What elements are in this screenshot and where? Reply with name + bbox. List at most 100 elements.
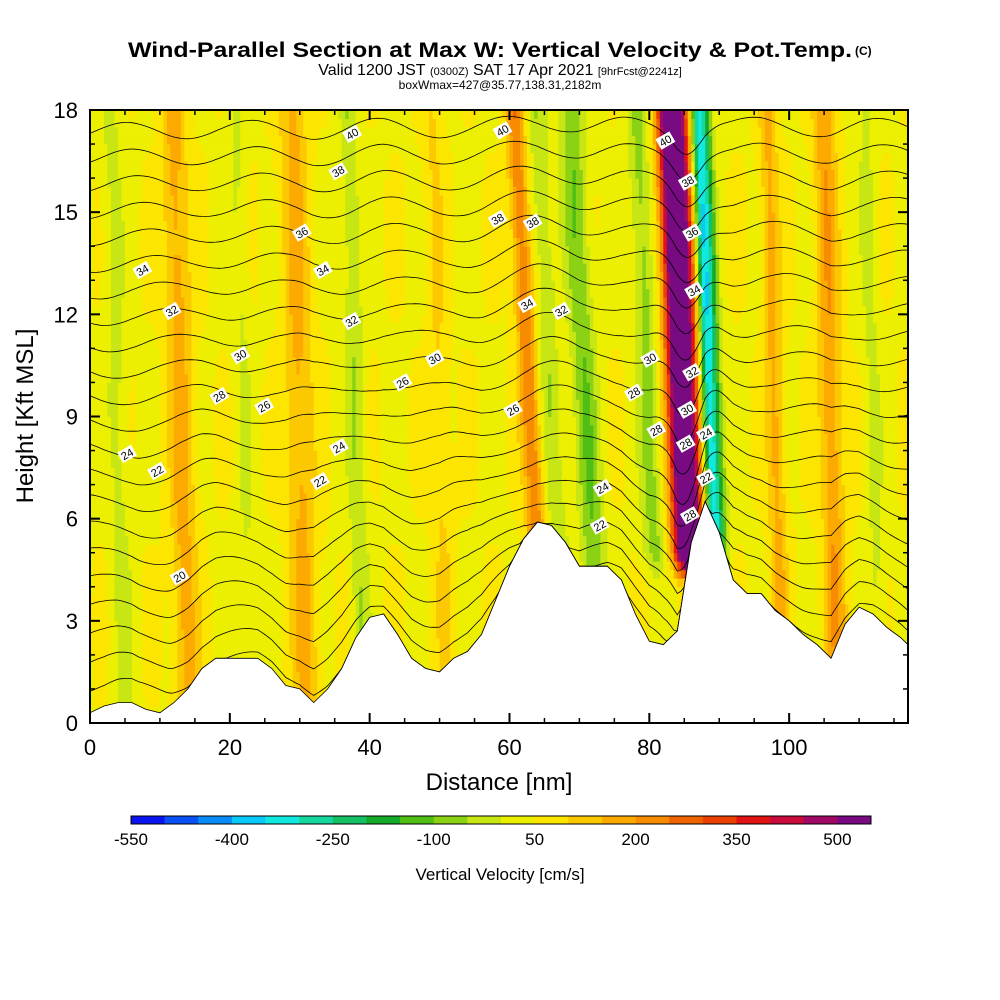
velocity-cell bbox=[233, 612, 238, 622]
velocity-cell bbox=[96, 510, 101, 520]
velocity-cell bbox=[121, 552, 126, 562]
velocity-cell bbox=[191, 467, 196, 477]
velocity-cell bbox=[296, 510, 301, 520]
velocity-cell bbox=[310, 407, 315, 417]
velocity-cell bbox=[103, 339, 108, 349]
velocity-cell bbox=[327, 373, 332, 383]
velocity-cell bbox=[110, 161, 115, 170]
velocity-cell bbox=[233, 331, 238, 341]
velocity-cell bbox=[163, 365, 168, 375]
velocity-cell bbox=[124, 110, 129, 119]
velocity-cell bbox=[250, 271, 255, 281]
velocity-cell bbox=[289, 314, 294, 324]
velocity-cell bbox=[149, 135, 154, 145]
velocity-cell bbox=[215, 280, 220, 290]
velocity-cell bbox=[264, 552, 269, 562]
velocity-cell bbox=[142, 518, 147, 528]
velocity-cell bbox=[208, 484, 213, 494]
velocity-cell bbox=[110, 203, 115, 213]
velocity-cell bbox=[124, 586, 129, 596]
velocity-cell bbox=[159, 322, 164, 332]
velocity-cell bbox=[215, 314, 220, 324]
velocity-cell bbox=[320, 212, 325, 222]
velocity-cell bbox=[149, 671, 154, 681]
velocity-cell bbox=[114, 484, 119, 494]
velocity-cell bbox=[226, 646, 231, 656]
velocity-cell bbox=[131, 535, 136, 545]
velocity-cell bbox=[124, 688, 129, 698]
velocity-cell bbox=[128, 501, 133, 511]
velocity-cell bbox=[152, 178, 157, 188]
velocity-cell bbox=[198, 416, 203, 426]
velocity-cell bbox=[285, 620, 290, 630]
velocity-cell bbox=[303, 127, 308, 136]
velocity-cell bbox=[107, 442, 112, 451]
velocity-cell bbox=[100, 246, 105, 256]
velocity-cell bbox=[163, 442, 168, 451]
velocity-cell bbox=[201, 161, 206, 170]
velocity-cell bbox=[240, 527, 245, 537]
velocity-cell bbox=[117, 288, 122, 298]
velocity-cell bbox=[131, 527, 136, 537]
velocity-cell bbox=[145, 484, 150, 494]
velocity-cell bbox=[240, 195, 245, 205]
velocity-cell bbox=[219, 646, 224, 656]
velocity-cell bbox=[156, 339, 161, 349]
velocity-cell bbox=[229, 544, 234, 554]
velocity-cell bbox=[110, 671, 115, 681]
velocity-cell bbox=[278, 127, 283, 136]
velocity-cell bbox=[282, 629, 287, 639]
velocity-cell bbox=[289, 144, 294, 153]
velocity-cell bbox=[320, 535, 325, 545]
velocity-cell bbox=[247, 527, 252, 537]
velocity-cell bbox=[334, 212, 339, 222]
velocity-cell bbox=[303, 135, 308, 145]
velocity-cell bbox=[166, 680, 171, 690]
velocity-cell bbox=[128, 322, 133, 332]
velocity-cell bbox=[226, 407, 231, 417]
velocity-cell bbox=[229, 203, 234, 213]
velocity-cell bbox=[254, 220, 259, 230]
velocity-cell bbox=[191, 390, 196, 400]
velocity-cell bbox=[212, 501, 217, 511]
velocity-cell bbox=[306, 442, 311, 451]
velocity-cell bbox=[152, 195, 157, 205]
velocity-cell bbox=[271, 407, 276, 417]
velocity-cell bbox=[124, 697, 129, 707]
velocity-cell bbox=[247, 595, 252, 605]
velocity-cell bbox=[212, 459, 217, 468]
velocity-cell bbox=[128, 169, 133, 179]
velocity-cell bbox=[229, 390, 234, 400]
velocity-cell bbox=[177, 399, 182, 409]
velocity-cell bbox=[191, 450, 196, 460]
velocity-cell bbox=[324, 620, 329, 630]
velocity-cell bbox=[310, 322, 315, 332]
velocity-cell bbox=[219, 356, 224, 366]
velocity-cell bbox=[194, 629, 199, 639]
velocity-cell bbox=[243, 280, 248, 290]
velocity-cell bbox=[310, 271, 315, 281]
velocity-cell bbox=[149, 229, 154, 239]
velocity-cell bbox=[177, 297, 182, 307]
velocity-cell bbox=[117, 263, 122, 273]
velocity-cell bbox=[324, 212, 329, 222]
velocity-cell bbox=[331, 271, 336, 281]
velocity-cell bbox=[310, 484, 315, 494]
velocity-cell bbox=[121, 246, 126, 256]
velocity-cell bbox=[180, 442, 185, 451]
velocity-cell bbox=[114, 697, 119, 707]
velocity-cell bbox=[331, 637, 336, 647]
velocity-cell bbox=[327, 544, 332, 554]
velocity-cell bbox=[156, 212, 161, 222]
velocity-cell bbox=[152, 118, 157, 128]
velocity-cell bbox=[121, 535, 126, 545]
velocity-cell bbox=[271, 348, 276, 358]
velocity-cell bbox=[278, 552, 283, 562]
velocity-cell bbox=[152, 382, 157, 392]
velocity-cell bbox=[156, 144, 161, 153]
velocity-cell bbox=[229, 407, 234, 417]
velocity-cell bbox=[131, 390, 136, 400]
velocity-cell bbox=[90, 629, 94, 639]
velocity-cell bbox=[313, 178, 318, 188]
velocity-cell bbox=[334, 425, 339, 434]
